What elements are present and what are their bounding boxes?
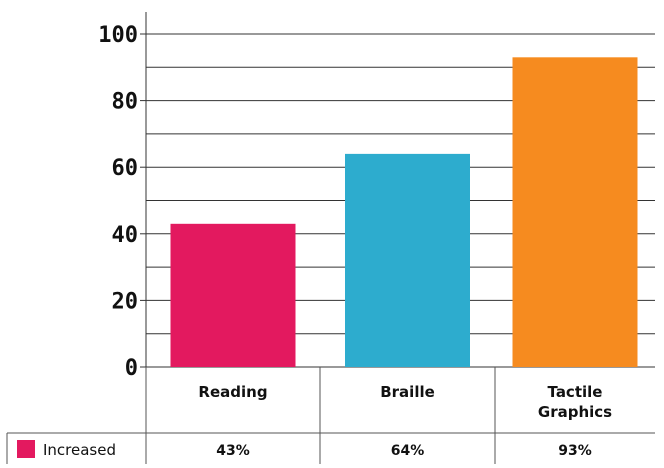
bar	[512, 57, 638, 368]
bar	[170, 223, 296, 367]
y-tick-label: 40	[112, 223, 139, 248]
value-label: 93%	[558, 443, 592, 459]
category-label: Braille	[380, 383, 435, 401]
y-tick-label: 80	[112, 90, 139, 115]
legend-swatch	[17, 440, 35, 458]
y-tick-label: 20	[112, 289, 139, 314]
legend-label: Increased	[43, 441, 116, 459]
value-label: 43%	[216, 443, 250, 459]
y-tick-label: 60	[112, 156, 139, 181]
category-label: Reading	[198, 383, 267, 401]
y-tick-label: 0	[125, 356, 138, 381]
y-tick-label: 100	[98, 23, 138, 48]
bar	[345, 153, 470, 367]
value-label: 64%	[391, 443, 425, 459]
category-label: Tactile Graphics	[538, 383, 612, 421]
